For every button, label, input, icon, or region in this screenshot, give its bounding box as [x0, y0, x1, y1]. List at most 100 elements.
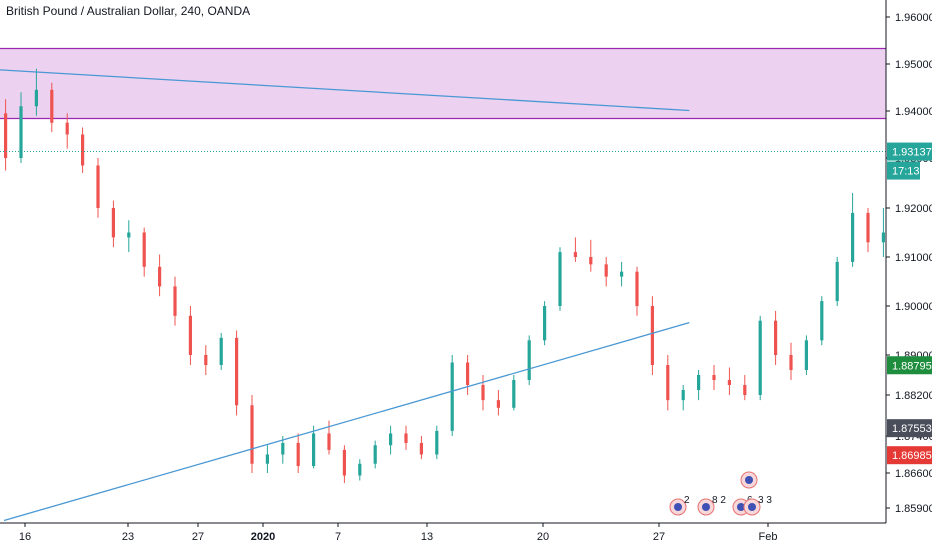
price-label-text: 1.93137 — [892, 147, 932, 159]
event-marker-count: 8 2 — [712, 495, 726, 506]
candle-body — [419, 442, 423, 455]
price-axis[interactable]: 1.960001.950001.940001.930001.920001.910… — [885, 0, 932, 550]
event-marker[interactable] — [740, 471, 758, 489]
candle — [650, 296, 654, 375]
candle — [681, 385, 685, 411]
candle-body — [127, 232, 131, 238]
time-axis[interactable]: 16 23 27 2020 7 13 20 27 Feb — [0, 522, 886, 543]
price-label-box — [887, 142, 932, 161]
price-tick-label: 1.86600 — [895, 468, 932, 480]
candle-body — [589, 257, 593, 265]
event-marker-count: 3 3 — [758, 495, 772, 506]
candle — [866, 208, 870, 253]
candle — [558, 247, 562, 311]
candle-body — [743, 385, 747, 395]
candle — [543, 301, 547, 346]
resistance-zone-layer — [0, 47, 886, 120]
candle-body — [342, 449, 346, 476]
candle-body — [758, 320, 762, 395]
candle — [219, 332, 223, 370]
candle-body — [573, 252, 577, 257]
event-marker[interactable]: 2 — [669, 495, 690, 516]
candle — [789, 342, 793, 380]
ascending-trendline[interactable] — [3, 322, 690, 522]
price-label-red: 1.86985 — [887, 446, 932, 465]
candle — [589, 239, 593, 272]
time-tick-label: Feb — [759, 531, 778, 543]
time-tick-label: 13 — [421, 531, 433, 543]
candle — [881, 208, 885, 257]
candle — [758, 315, 762, 401]
candle — [404, 425, 408, 450]
candle — [804, 335, 808, 375]
candle-body — [774, 320, 778, 355]
flag-icon-inner — [702, 503, 710, 511]
price-tick-label: 1.92000 — [895, 203, 932, 215]
candle — [481, 375, 485, 411]
price-label-box — [887, 356, 932, 375]
time-tick-label: 2020 — [251, 531, 275, 543]
candle-body — [851, 212, 855, 262]
candle — [851, 193, 855, 267]
candle-body — [373, 445, 377, 464]
candle-body — [19, 106, 23, 158]
event-marker[interactable]: 3 3 — [743, 495, 772, 516]
descending-trendline[interactable] — [0, 69, 690, 112]
candle-body — [466, 362, 470, 385]
candle-body — [481, 385, 485, 401]
price-tick-label: 1.88200 — [895, 390, 932, 402]
candle-body — [404, 433, 408, 443]
price-tick-label: 1.90000 — [895, 301, 932, 313]
price-label-countdown: 17:13 — [887, 161, 920, 180]
resistance-zone — [0, 48, 886, 119]
time-tick-label: 23 — [122, 531, 134, 543]
candle-body — [697, 375, 701, 390]
candle-body — [804, 340, 808, 370]
candle-body — [604, 264, 608, 277]
candle — [96, 158, 100, 218]
event-marker-count: 2 — [684, 495, 690, 506]
price-label-green: 1.88795 — [887, 356, 932, 375]
price-tick-label: 1.96000 — [895, 12, 932, 24]
candle — [358, 459, 362, 481]
candle — [173, 276, 177, 326]
candle — [250, 395, 254, 473]
price-label-box — [887, 446, 932, 465]
candle-body — [4, 113, 8, 158]
flag-icon-inner — [737, 503, 745, 511]
candle-body — [881, 232, 885, 243]
candle-body — [235, 337, 239, 406]
candle — [158, 254, 162, 297]
candle-body — [712, 375, 716, 380]
candle-body — [650, 306, 654, 365]
candle — [342, 445, 346, 483]
flag-icon-inner — [674, 503, 682, 511]
candle-body — [681, 390, 685, 401]
time-tick-label: 7 — [335, 531, 341, 543]
candle — [743, 375, 747, 401]
event-marker[interactable]: 8 2 — [697, 495, 726, 516]
candle-body — [435, 430, 439, 455]
time-tick-label: 27 — [192, 531, 204, 543]
candle-body — [312, 433, 316, 467]
candle-body — [158, 266, 162, 287]
price-label-text: 1.86985 — [892, 450, 932, 462]
candle-body — [81, 134, 85, 166]
price-label-text: 1.87553 — [892, 423, 932, 435]
trendlines-layer — [0, 69, 932, 522]
candle — [111, 200, 115, 248]
candle — [389, 425, 393, 455]
candle — [697, 370, 701, 401]
candle-body — [327, 433, 331, 450]
candle — [312, 425, 316, 469]
candle-body — [265, 454, 269, 464]
candle-body — [65, 122, 69, 135]
candle-body — [789, 355, 793, 370]
price-tick-label: 1.95000 — [895, 59, 932, 71]
candle-body — [188, 315, 192, 355]
candle-body — [34, 89, 38, 107]
time-tick-label: 27 — [653, 531, 665, 543]
candle — [4, 99, 8, 171]
